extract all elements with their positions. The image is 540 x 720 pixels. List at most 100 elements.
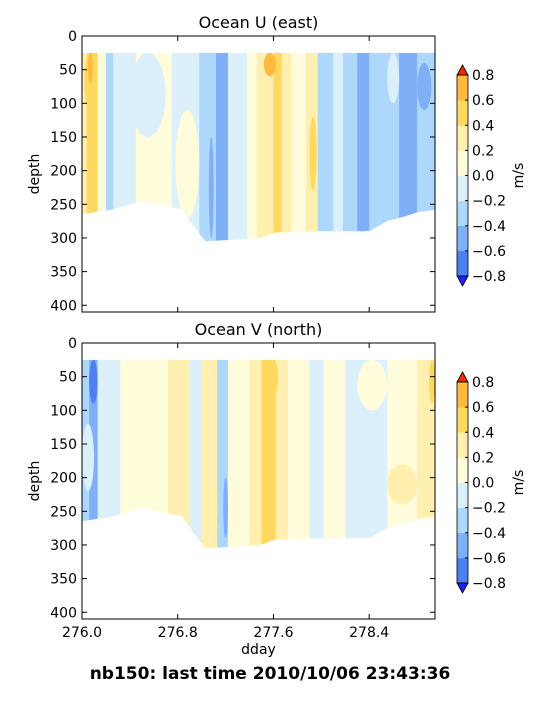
contour-column-12 xyxy=(287,359,310,549)
contour-column-5 xyxy=(189,359,203,549)
colorbar-band-0 xyxy=(457,250,468,277)
y-tick-label: 300 xyxy=(50,231,77,247)
contour-column-17 xyxy=(333,52,344,242)
colorbar-tick-label: −0.8 xyxy=(472,576,506,592)
x-tick-label: 276.0 xyxy=(62,625,102,641)
panel-ocean-u: Ocean U (east) 0 50 100 150 200 250 300 350 400 de… xyxy=(27,13,527,314)
contour-feature-6 xyxy=(309,116,317,191)
colorbar-band-4 xyxy=(457,150,468,176)
colorbar-extend-low xyxy=(456,275,469,287)
colorbar-tick-label: −0.6 xyxy=(472,551,506,567)
contour-column-17 xyxy=(417,359,435,549)
colorbar-band-7 xyxy=(457,382,468,408)
x-tick-label: 277.6 xyxy=(253,625,293,641)
colorbar-band-2 xyxy=(457,200,468,227)
x-tick-label: 278.4 xyxy=(349,625,389,641)
contour-column-4 xyxy=(168,359,191,549)
colorbar-tick-label: 0.2 xyxy=(472,143,494,159)
colorbar-band-3 xyxy=(457,175,468,201)
contour-feature-0 xyxy=(89,359,98,404)
colorbar-band-3 xyxy=(457,482,468,508)
colorbar-band-2 xyxy=(457,507,468,534)
y-tick-label: 350 xyxy=(50,572,77,588)
y-tick-label: 0 xyxy=(68,336,77,352)
colorbar-tick-label: 0.4 xyxy=(472,118,494,134)
contour-feature-4 xyxy=(357,359,388,411)
y-axis-label: depth xyxy=(27,461,43,502)
contour-feature-3 xyxy=(175,110,200,218)
panel-title: Ocean U (east) xyxy=(199,13,319,32)
plot-frame xyxy=(81,342,436,620)
colorbar-tick-label: 0.8 xyxy=(472,375,494,391)
colorbar-tick-label: 0.6 xyxy=(472,93,494,109)
colorbar: −0.8 −0.6 −0.4 −0.2 0.0 0.2 0.4 0.6 0.8 m/s xyxy=(456,371,527,594)
colorbar-extend-high xyxy=(456,371,469,383)
colorbar-label: m/s xyxy=(511,163,527,189)
colorbar: −0.8 −0.6 −0.4 −0.2 0.0 0.2 0.4 0.6 0.8 m/s xyxy=(456,64,527,287)
contour-column-13 xyxy=(309,359,325,549)
y-tick-label: 400 xyxy=(50,298,77,314)
contour-column-3 xyxy=(105,52,114,242)
colorbar-tick-label: −0.8 xyxy=(472,269,506,285)
contour-feature-1 xyxy=(87,52,93,84)
colorbar-tick-label: −0.6 xyxy=(472,244,506,260)
contour-column-19 xyxy=(357,52,370,242)
colorbar-label: m/s xyxy=(511,470,527,496)
contour-feature-2 xyxy=(223,477,228,539)
x-axis-label: dday xyxy=(241,642,276,658)
contour-column-14 xyxy=(323,359,346,549)
contour-feature-5 xyxy=(263,52,276,77)
contour-column-21 xyxy=(399,52,418,242)
contour-column-1 xyxy=(86,52,99,242)
y-tick-label: 200 xyxy=(50,164,77,180)
plot-frame xyxy=(81,35,436,313)
colorbar-tick-label: −0.2 xyxy=(472,194,506,210)
contour-column-13 xyxy=(281,52,292,242)
panel-ocean-v: Ocean V (north) 0 50 100 150 200 250 300 350 400 2… xyxy=(27,320,527,658)
colorbar-extend-high xyxy=(456,64,469,76)
y-tick-label: 150 xyxy=(50,130,77,146)
colorbar-band-1 xyxy=(457,225,468,252)
contour-feature-4 xyxy=(208,136,214,238)
colorbar-tick-label: 0.2 xyxy=(472,450,494,466)
colorbar-extend-low xyxy=(456,582,469,594)
y-tick-label: 150 xyxy=(50,437,77,453)
contour-feature-7 xyxy=(387,52,400,104)
y-tick-label: 250 xyxy=(50,197,77,213)
colorbar-band-0 xyxy=(457,557,468,584)
contour-column-12 xyxy=(273,52,283,242)
y-tick-label: 50 xyxy=(59,63,77,79)
contour-feature-5 xyxy=(429,359,435,404)
y-tick-label: 100 xyxy=(50,96,77,112)
contour-feature-6 xyxy=(387,464,418,505)
colorbar-tick-label: −0.4 xyxy=(472,219,506,235)
colorbar-band-7 xyxy=(457,75,468,101)
contour-column-9 xyxy=(249,359,262,549)
contour-column-7 xyxy=(217,359,229,549)
colorbar-tick-label: 0.8 xyxy=(472,68,494,84)
contour-column-8 xyxy=(227,359,251,549)
colorbar-band-6 xyxy=(457,407,468,433)
contour-column-6 xyxy=(201,359,218,549)
contour-column-18 xyxy=(342,52,358,242)
colorbar-band-6 xyxy=(457,100,468,126)
y-tick-label: 250 xyxy=(50,504,77,520)
y-tick-label: 300 xyxy=(50,538,77,554)
y-tick-label: 50 xyxy=(59,370,77,386)
y-tick-label: 350 xyxy=(50,265,77,281)
colorbar-tick-label: −0.4 xyxy=(472,526,506,542)
contour-feature-3 xyxy=(266,359,279,397)
colorbar-tick-label: −0.2 xyxy=(472,501,506,517)
y-axis-label: depth xyxy=(27,154,43,195)
contour-column-2 xyxy=(97,52,107,242)
colorbar-tick-label: 0.0 xyxy=(472,169,494,185)
colorbar-band-4 xyxy=(457,457,468,483)
x-tick-label: 276.8 xyxy=(158,625,198,641)
colorbar-tick-label: 0.6 xyxy=(472,400,494,416)
contour-column-10 xyxy=(261,359,277,549)
contour-column-3 xyxy=(120,359,169,549)
contour-feature-2 xyxy=(129,52,166,137)
contour-column-16 xyxy=(317,52,334,242)
contour-column-16 xyxy=(387,359,418,549)
